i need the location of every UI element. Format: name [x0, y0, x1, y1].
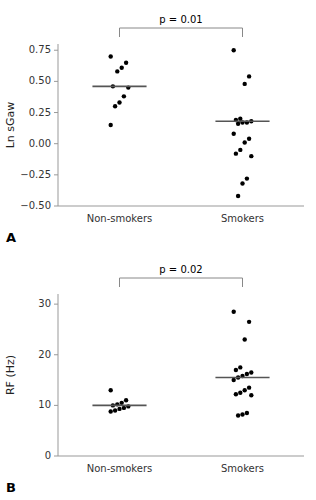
panel-label: B	[6, 480, 16, 495]
dot	[115, 69, 119, 73]
dot	[109, 54, 113, 58]
mean-line	[215, 120, 269, 122]
dot	[117, 407, 121, 411]
y-tick	[54, 174, 58, 175]
dot	[245, 372, 249, 376]
dot	[234, 392, 238, 396]
y-tick-label: 0	[45, 450, 51, 461]
y-axis-label: Ln sGaw	[4, 102, 17, 149]
x-tick-label: Non-smokers	[87, 213, 153, 224]
mean-line	[215, 377, 269, 379]
dot	[232, 310, 236, 314]
dot	[243, 82, 247, 86]
dot	[234, 368, 238, 372]
dot	[240, 412, 244, 416]
dot	[232, 378, 236, 382]
dot	[249, 393, 253, 397]
dot	[124, 398, 128, 402]
y-tick	[54, 304, 58, 305]
dot	[113, 104, 117, 108]
dot	[234, 151, 238, 155]
x-axis	[58, 456, 304, 457]
dot	[109, 388, 113, 392]
dot	[120, 65, 124, 69]
dot	[249, 370, 253, 374]
dot	[240, 181, 244, 185]
dot	[243, 388, 247, 392]
dot	[238, 148, 242, 152]
dot	[245, 411, 249, 415]
dot	[232, 48, 236, 52]
dot	[249, 154, 253, 158]
dot	[238, 365, 242, 369]
y-axis	[58, 294, 59, 456]
dot	[113, 408, 117, 412]
dot	[247, 74, 251, 78]
bracket	[120, 28, 243, 37]
p-value: p = 0.02	[159, 264, 202, 275]
x-tick-label: Non-smokers	[87, 463, 153, 474]
dot	[236, 413, 240, 417]
y-axis	[58, 44, 59, 206]
dot	[243, 140, 247, 144]
mean-line	[92, 86, 146, 88]
panel: −0.50 −0.25 0.00 0.25 0.50 0.75 Ln sGaw Non-smo…	[4, 14, 304, 245]
dot	[124, 60, 128, 64]
y-tick	[54, 456, 58, 457]
y-tick	[54, 112, 58, 113]
dot	[122, 406, 126, 410]
y-tick	[54, 354, 58, 355]
y-tick-label: 0.50	[29, 75, 51, 86]
plot-area	[92, 48, 269, 198]
y-tick	[54, 143, 58, 144]
y-tick-label: 0.00	[29, 138, 51, 149]
x-axis	[58, 206, 304, 207]
y-tick-label: 10	[38, 399, 51, 410]
dot	[245, 176, 249, 180]
y-tick-label: 0.25	[29, 107, 51, 118]
x-tick-label: Smokers	[221, 213, 264, 224]
bracket	[120, 278, 243, 287]
y-tick	[54, 206, 58, 207]
dot	[122, 94, 126, 98]
y-tick-label: −0.50	[20, 200, 51, 211]
figure: −0.50 −0.25 0.00 0.25 0.50 0.75 Ln sGaw Non-smo…	[0, 0, 316, 500]
dot	[236, 194, 240, 198]
y-tick	[54, 405, 58, 406]
dot	[243, 337, 247, 341]
dot	[117, 100, 121, 104]
dot	[238, 117, 242, 121]
x-tick-label: Smokers	[221, 463, 264, 474]
dot	[232, 132, 236, 136]
p-value: p = 0.01	[159, 14, 202, 25]
y-tick-label: −0.25	[20, 169, 51, 180]
dot	[109, 409, 113, 413]
y-tick-label: 20	[38, 349, 51, 360]
plot-area	[92, 310, 269, 418]
dot	[247, 385, 251, 389]
y-tick	[54, 50, 58, 51]
mean-line	[92, 405, 146, 407]
y-tick-label: 30	[38, 298, 51, 309]
y-tick-label: 0.75	[29, 44, 51, 55]
dot	[247, 320, 251, 324]
dot	[236, 122, 240, 126]
y-tick	[54, 81, 58, 82]
y-axis-label: RF (Hz)	[4, 355, 17, 395]
panel-label: A	[6, 230, 16, 245]
dot	[238, 391, 242, 395]
dot	[109, 123, 113, 127]
panel: 0 10 20 30 RF (Hz) Non-smokers Smokers p = 0.02…	[4, 264, 304, 495]
dot	[120, 401, 124, 405]
dot	[247, 137, 251, 141]
